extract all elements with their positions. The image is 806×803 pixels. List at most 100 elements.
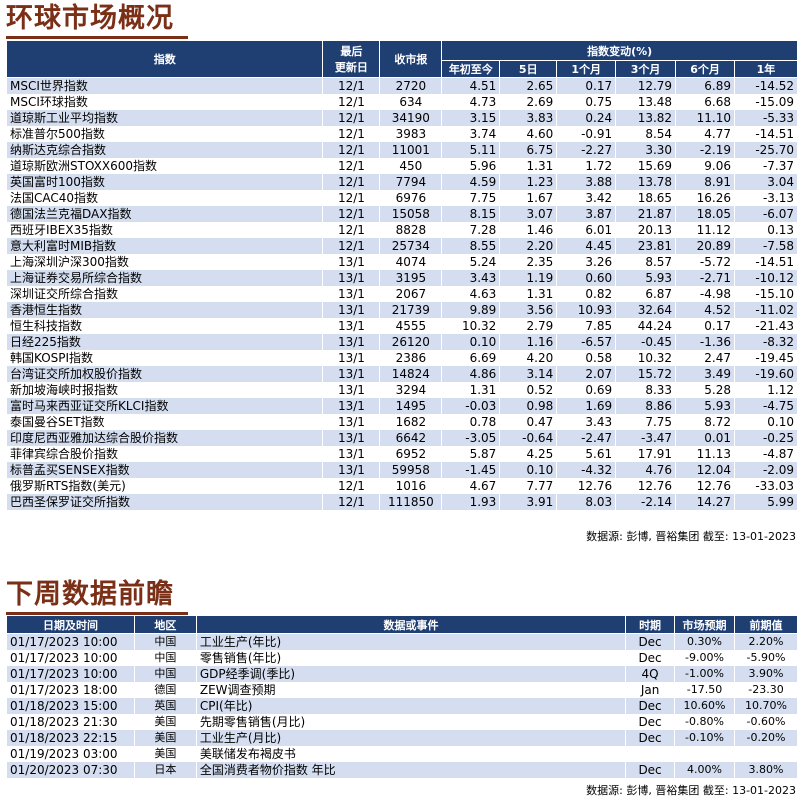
cell-index-name: 富时马来西亚证交所KLCI指数 bbox=[5, 398, 324, 414]
header-region: 地区 bbox=[133, 615, 197, 634]
cell-ytd: 0.10 bbox=[441, 334, 501, 350]
cell-close: 6952 bbox=[379, 446, 443, 462]
table-row: 深圳证交所综合指数 13/1 2067 4.63 1.31 0.82 6.87 -4.98 -1… bbox=[5, 286, 799, 302]
cell-region: 中国 bbox=[133, 633, 197, 650]
cell-datetime: 01/17/2023 10:00 bbox=[6, 666, 135, 682]
market-overview-title: 环球市场概况 bbox=[6, 3, 174, 34]
cell-1m: 6.01 bbox=[556, 222, 617, 238]
cell-5d: 0.10 bbox=[499, 462, 558, 478]
cell-period: 4Q bbox=[625, 666, 676, 682]
cell-1y: -19.45 bbox=[733, 350, 799, 366]
cell-last-updated: 13/1 bbox=[322, 366, 381, 382]
cell-index-name: 上海证券交易所综合指数 bbox=[5, 270, 324, 286]
cell-period: Dec bbox=[625, 762, 676, 778]
cell-3m: 5.93 bbox=[615, 270, 677, 286]
cell-close: 2720 bbox=[379, 77, 443, 94]
cell-3m: 20.13 bbox=[615, 222, 677, 238]
cell-close: 634 bbox=[379, 94, 443, 110]
cell-6m: 8.72 bbox=[675, 414, 735, 430]
table-row: 英国富时100指数 12/1 7794 4.59 1.23 3.88 13.78 8.91 3.… bbox=[5, 174, 799, 190]
cell-6m: -2.71 bbox=[675, 270, 735, 286]
cell-3m: 8.54 bbox=[615, 126, 677, 142]
cell-1y: -10.12 bbox=[733, 270, 799, 286]
events-title-underline bbox=[6, 612, 188, 615]
cell-previous: -0.20% bbox=[734, 730, 798, 746]
cell-close: 1016 bbox=[379, 478, 443, 494]
cell-event: 先期零售销售(月比) bbox=[195, 714, 627, 730]
cell-1m: 5.61 bbox=[556, 446, 617, 462]
cell-1m: 8.03 bbox=[556, 494, 617, 510]
header-period: 时期 bbox=[625, 615, 676, 634]
cell-5d: 2.65 bbox=[499, 77, 558, 94]
cell-1y: 0.13 bbox=[733, 222, 799, 238]
cell-period: Dec bbox=[625, 730, 676, 746]
cell-1y: -0.25 bbox=[733, 430, 799, 446]
cell-3m: 32.64 bbox=[615, 302, 677, 318]
cell-close: 11001 bbox=[379, 142, 443, 158]
cell-1y: -15.10 bbox=[733, 286, 799, 302]
cell-6m: 12.04 bbox=[675, 462, 735, 478]
cell-datetime: 01/17/2023 10:00 bbox=[6, 650, 135, 666]
cell-1m: 0.58 bbox=[556, 350, 617, 366]
cell-1m: 0.60 bbox=[556, 270, 617, 286]
table-row: 菲律宾综合股价指数 13/1 6952 5.87 4.25 5.61 17.91 11.13-… bbox=[5, 446, 799, 462]
cell-3m: 21.87 bbox=[615, 206, 677, 222]
cell-ytd: -3.05 bbox=[441, 430, 501, 446]
cell-index-name: 台湾证交所加权股价指数 bbox=[5, 366, 324, 382]
cell-3m: 8.33 bbox=[615, 382, 677, 398]
table-row: 道琼斯工业平均指数 12/1 34190 3.15 3.83 0.24 13.82 11.10… bbox=[5, 110, 799, 126]
cell-5d: 3.07 bbox=[499, 206, 558, 222]
cell-region: 美国 bbox=[133, 730, 197, 746]
cell-3m: 15.72 bbox=[615, 366, 677, 382]
cell-last-updated: 12/1 bbox=[322, 158, 381, 174]
cell-period: Dec bbox=[625, 650, 676, 666]
cell-5d: 0.98 bbox=[499, 398, 558, 414]
header-close: 收市报 bbox=[379, 40, 443, 78]
cell-region: 中国 bbox=[133, 650, 197, 666]
cell-1y: -14.51 bbox=[733, 126, 799, 142]
cell-5d: 2.69 bbox=[499, 94, 558, 110]
header-previous: 前期值 bbox=[734, 615, 798, 634]
header-last-updated-line2: 更新日 bbox=[334, 61, 368, 74]
cell-5d: 1.31 bbox=[499, 158, 558, 174]
events-table: 日期及时间 地区 数据或事件 时期 市场预期 前期值 01/17/2023 10… bbox=[6, 615, 798, 778]
cell-1y: -5.33 bbox=[733, 110, 799, 126]
cell-ytd: -0.03 bbox=[441, 398, 501, 414]
cell-5d: 1.46 bbox=[499, 222, 558, 238]
cell-datetime: 01/17/2023 18:00 bbox=[6, 682, 135, 698]
table-row: MSCI环球指数 12/1 634 4.73 2.69 0.75 13.48 6.68 -15.… bbox=[5, 94, 799, 110]
cell-1y: -4.75 bbox=[733, 398, 799, 414]
cell-forecast: -0.80% bbox=[674, 714, 735, 730]
cell-index-name: MSCI世界指数 bbox=[5, 77, 324, 94]
cell-event: 美联储发布褐皮书 bbox=[195, 746, 627, 762]
cell-3m: 17.91 bbox=[615, 446, 677, 462]
cell-region: 中国 bbox=[133, 666, 197, 682]
cell-1y: -14.51 bbox=[733, 254, 799, 270]
cell-last-updated: 12/1 bbox=[322, 190, 381, 206]
header-5d: 5日 bbox=[499, 60, 558, 78]
cell-last-updated: 13/1 bbox=[322, 382, 381, 398]
cell-previous: 3.90% bbox=[734, 666, 798, 682]
cell-event: 全国消费者物价指数 年比 bbox=[195, 762, 627, 778]
cell-6m: 11.13 bbox=[675, 446, 735, 462]
cell-previous: -5.90% bbox=[734, 650, 798, 666]
cell-1m: 1.69 bbox=[556, 398, 617, 414]
cell-region: 日本 bbox=[133, 762, 197, 778]
cell-ytd: 5.87 bbox=[441, 446, 501, 462]
cell-datetime: 01/20/2023 07:30 bbox=[6, 762, 135, 778]
table-row: 01/18/2023 22:15 美国 工业生产(月比) Dec -0.10% -0.20… bbox=[6, 730, 798, 746]
cell-6m: 4.52 bbox=[675, 302, 735, 318]
cell-5d: 4.25 bbox=[499, 446, 558, 462]
cell-close: 26120 bbox=[379, 334, 443, 350]
cell-last-updated: 13/1 bbox=[322, 270, 381, 286]
cell-6m: -1.36 bbox=[675, 334, 735, 350]
cell-region: 美国 bbox=[133, 746, 197, 762]
events-source-note: 数据源: 彭博, 晋裕集团 截至: 13-01-2023 bbox=[586, 784, 796, 797]
cell-3m: 3.30 bbox=[615, 142, 677, 158]
cell-period: Dec bbox=[625, 698, 676, 714]
cell-region: 英国 bbox=[133, 698, 197, 714]
cell-1y: -6.07 bbox=[733, 206, 799, 222]
cell-5d: 1.31 bbox=[499, 286, 558, 302]
cell-datetime: 01/19/2023 03:00 bbox=[6, 746, 135, 762]
cell-1y: -25.70 bbox=[733, 142, 799, 158]
